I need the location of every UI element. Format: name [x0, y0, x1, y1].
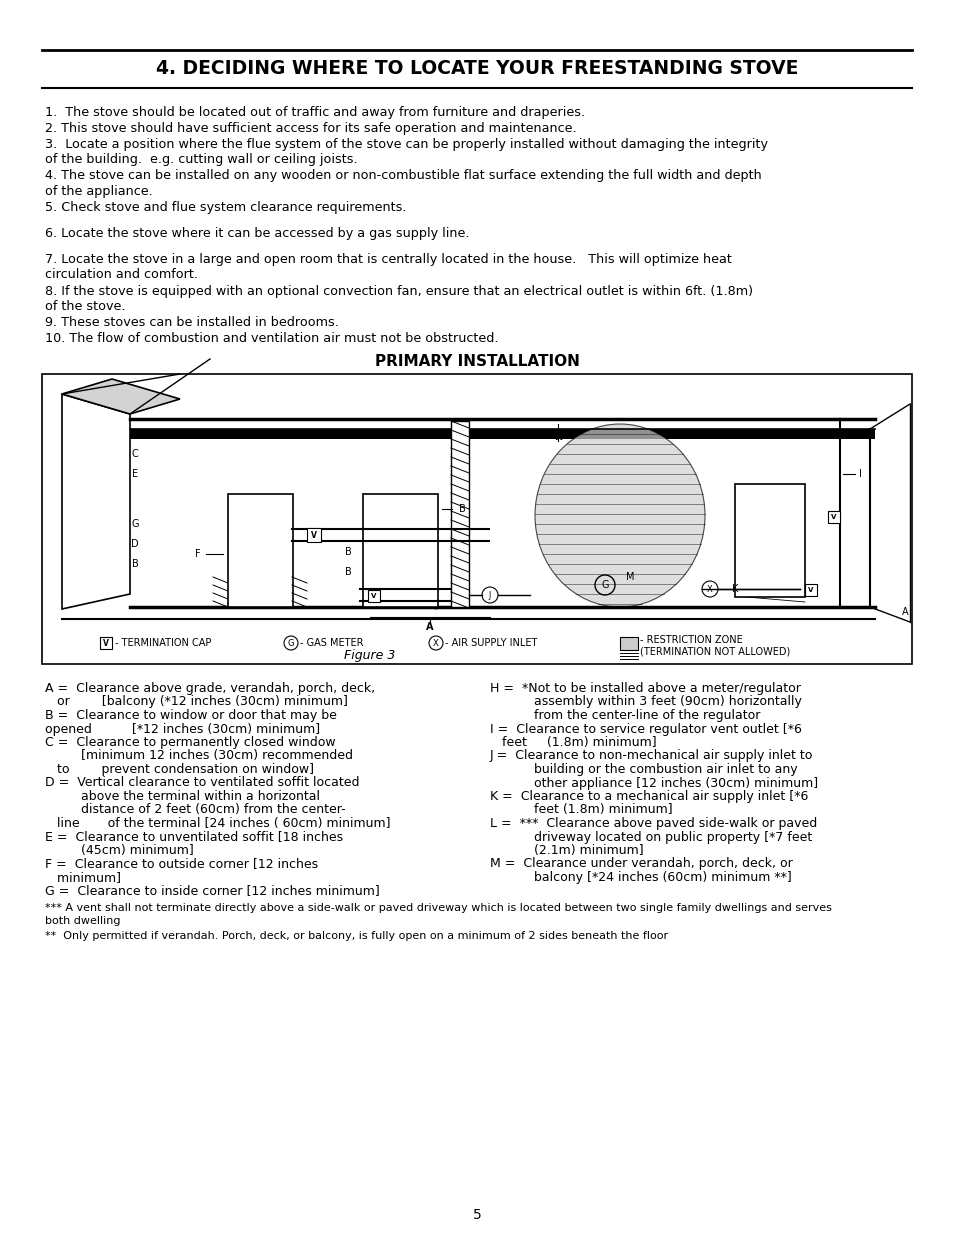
Text: 3.  Locate a position where the flue system of the stove can be properly install: 3. Locate a position where the flue syst…: [45, 138, 767, 151]
Bar: [804, 584, 816, 597]
Bar: [827, 511, 840, 522]
Text: 2. This stove should have sufficient access for its safe operation and maintenan: 2. This stove should have sufficient acc…: [45, 122, 576, 135]
Text: opened          [*12 inches (30cm) minimum]: opened [*12 inches (30cm) minimum]: [45, 722, 320, 736]
Text: V: V: [830, 514, 836, 520]
Text: above the terminal within a horizontal: above the terminal within a horizontal: [45, 790, 319, 803]
Text: circulation and comfort.: circulation and comfort.: [45, 268, 198, 282]
Text: building or the combustion air inlet to any: building or the combustion air inlet to …: [490, 763, 797, 776]
Text: PRIMARY INSTALLATION: PRIMARY INSTALLATION: [375, 354, 578, 369]
Text: V: V: [103, 638, 109, 647]
Text: (2.1m) minimum]: (2.1m) minimum]: [490, 844, 643, 857]
Text: E: E: [132, 469, 138, 479]
Text: 8. If the stove is equipped with an optional convection fan, ensure that an elec: 8. If the stove is equipped with an opti…: [45, 284, 752, 298]
Text: M: M: [625, 572, 634, 582]
Text: A: A: [901, 606, 907, 618]
Text: D =  Vertical clearance to ventilated soffit located: D = Vertical clearance to ventilated sof…: [45, 777, 359, 789]
Bar: [451, 421, 469, 606]
Text: driveway located on public property [*7 feet: driveway located on public property [*7 …: [490, 830, 811, 844]
Text: G: G: [132, 519, 138, 529]
Text: V: V: [371, 593, 376, 599]
Text: - TERMINATION CAP: - TERMINATION CAP: [115, 638, 212, 648]
Text: B: B: [458, 504, 465, 514]
Bar: [307, 529, 320, 542]
Text: G =  Clearance to inside corner [12 inches minimum]: G = Clearance to inside corner [12 inche…: [45, 884, 379, 898]
Text: 10. The flow of combustion and ventilation air must not be obstructed.: 10. The flow of combustion and ventilati…: [45, 332, 498, 345]
Ellipse shape: [535, 424, 704, 606]
Text: I: I: [858, 469, 861, 479]
Text: **  Only permitted if verandah. Porch, deck, or balcony, is fully open on a mini: ** Only permitted if verandah. Porch, de…: [45, 931, 667, 941]
Text: B =  Clearance to window or door that may be: B = Clearance to window or door that may…: [45, 709, 336, 722]
Text: to        prevent condensation on window]: to prevent condensation on window]: [45, 763, 314, 776]
Text: - GAS METER: - GAS METER: [299, 638, 363, 648]
Bar: [734, 484, 804, 597]
Text: or        [balcony (*12 inches (30cm) minimum]: or [balcony (*12 inches (30cm) minimum]: [45, 695, 348, 709]
Text: feet     (1.8m) minimum]: feet (1.8m) minimum]: [490, 736, 656, 748]
Text: of the appliance.: of the appliance.: [45, 185, 152, 198]
Text: (TERMINATION NOT ALLOWED): (TERMINATION NOT ALLOWED): [639, 646, 789, 656]
Text: B: B: [132, 559, 138, 569]
Text: C =  Clearance to permanently closed window: C = Clearance to permanently closed wind…: [45, 736, 335, 748]
Bar: [100, 637, 112, 650]
Text: M =  Clearance under verandah, porch, deck, or: M = Clearance under verandah, porch, dec…: [490, 857, 792, 871]
Text: minimum]: minimum]: [45, 871, 121, 884]
Text: both dwelling: both dwelling: [45, 916, 120, 926]
Text: F =  Clearance to outside corner [12 inches: F = Clearance to outside corner [12 inch…: [45, 857, 317, 871]
Text: H =  *Not to be installed above a meter/regulator: H = *Not to be installed above a meter/r…: [490, 682, 800, 695]
Text: balcony [*24 inches (60cm) minimum **]: balcony [*24 inches (60cm) minimum **]: [490, 871, 791, 884]
Text: J: J: [488, 590, 491, 599]
Text: 7. Locate the stove in a large and open room that is centrally located in the ho: 7. Locate the stove in a large and open …: [45, 253, 731, 266]
Text: distance of 2 feet (60cm) from the center-: distance of 2 feet (60cm) from the cente…: [45, 804, 345, 816]
Text: H: H: [554, 432, 561, 442]
Bar: [42, 374, 911, 664]
Text: I =  Clearance to service regulator vent outlet [*6: I = Clearance to service regulator vent …: [490, 722, 801, 736]
Text: V: V: [311, 531, 316, 540]
Text: 5: 5: [472, 1208, 481, 1221]
Text: line       of the terminal [24 inches ( 60cm) minimum]: line of the terminal [24 inches ( 60cm) …: [45, 818, 390, 830]
Text: D: D: [132, 429, 139, 438]
Text: 4. The stove can be installed on any wooden or non-combustible flat surface exte: 4. The stove can be installed on any woo…: [45, 169, 760, 183]
Text: F: F: [195, 550, 200, 559]
Text: [minimum 12 inches (30cm) recommended: [minimum 12 inches (30cm) recommended: [45, 750, 353, 762]
Bar: [130, 429, 874, 438]
Text: J =  Clearance to non-mechanical air supply inlet to: J = Clearance to non-mechanical air supp…: [490, 750, 813, 762]
Text: 6. Locate the stove where it can be accessed by a gas supply line.: 6. Locate the stove where it can be acce…: [45, 227, 469, 240]
Text: A =  Clearance above grade, verandah, porch, deck,: A = Clearance above grade, verandah, por…: [45, 682, 375, 695]
Text: - AIR SUPPLY INLET: - AIR SUPPLY INLET: [444, 638, 537, 648]
Bar: [619, 637, 638, 650]
Text: D: D: [132, 538, 139, 550]
Text: B: B: [344, 547, 351, 557]
Text: assembly within 3 feet (90cm) horizontally: assembly within 3 feet (90cm) horizontal…: [490, 695, 801, 709]
Text: of the building.  e.g. cutting wall or ceiling joists.: of the building. e.g. cutting wall or ce…: [45, 153, 357, 167]
Text: E =  Clearance to unventilated soffit [18 inches: E = Clearance to unventilated soffit [18…: [45, 830, 343, 844]
Text: 9. These stoves can be installed in bedrooms.: 9. These stoves can be installed in bedr…: [45, 316, 338, 329]
Text: from the center-line of the regulator: from the center-line of the regulator: [490, 709, 760, 722]
Text: (45cm) minimum]: (45cm) minimum]: [45, 844, 193, 857]
Text: of the stove.: of the stove.: [45, 300, 126, 312]
Text: C: C: [132, 450, 138, 459]
Text: K =  Clearance to a mechanical air supply inlet [*6: K = Clearance to a mechanical air supply…: [490, 790, 807, 803]
Text: G: G: [600, 580, 608, 590]
Text: X: X: [706, 584, 712, 594]
Text: G: G: [288, 638, 294, 647]
Bar: [368, 590, 379, 601]
Text: 4. DECIDING WHERE TO LOCATE YOUR FREESTANDING STOVE: 4. DECIDING WHERE TO LOCATE YOUR FREESTA…: [155, 58, 798, 78]
Bar: [363, 494, 437, 606]
Text: 5. Check stove and flue system clearance requirements.: 5. Check stove and flue system clearance…: [45, 201, 406, 214]
Text: Figure 3: Figure 3: [344, 650, 395, 662]
Text: feet (1.8m) minimum]: feet (1.8m) minimum]: [490, 804, 672, 816]
Text: *** A vent shall not terminate directly above a side-walk or paved driveway whic: *** A vent shall not terminate directly …: [45, 903, 831, 913]
Text: other appliance [12 inches (30cm) minimum]: other appliance [12 inches (30cm) minimu…: [490, 777, 818, 789]
Polygon shape: [62, 379, 180, 414]
Text: L =  ***  Clearance above paved side-walk or paved: L = *** Clearance above paved side-walk …: [490, 818, 817, 830]
Text: A: A: [426, 622, 434, 632]
Text: B: B: [344, 567, 351, 577]
Text: 1.  The stove should be located out of traffic and away from furniture and drape: 1. The stove should be located out of tr…: [45, 106, 584, 119]
Text: K: K: [731, 584, 738, 594]
Bar: [228, 494, 293, 606]
Text: - RESTRICTION ZONE: - RESTRICTION ZONE: [639, 635, 742, 645]
Text: X: X: [433, 638, 438, 647]
Text: V: V: [807, 587, 813, 593]
